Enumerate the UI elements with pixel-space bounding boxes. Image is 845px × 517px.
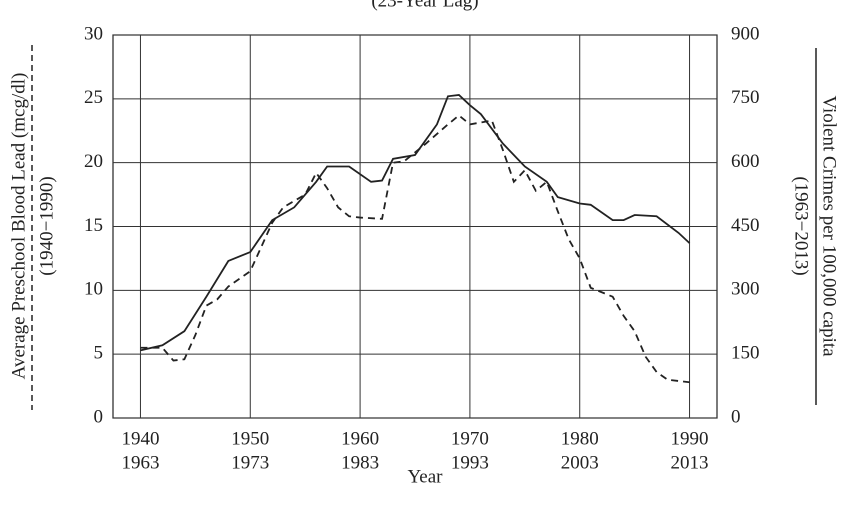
- x-tick-label: 1960: [341, 428, 379, 449]
- x-tick-label: 1970: [451, 428, 489, 449]
- x-tick-label: 1950: [231, 428, 269, 449]
- x2-tick-label: 2013: [671, 452, 709, 473]
- y-tick-label: 20: [84, 151, 103, 172]
- x2-tick-label: 2003: [561, 452, 599, 473]
- y-tick-label: 10: [84, 279, 103, 300]
- x-axis-label: Year: [407, 466, 443, 487]
- x2-tick-label: 1993: [451, 452, 489, 473]
- y-axis-sublabel: (1940−1990): [36, 176, 57, 275]
- y2-tick-label: 450: [731, 215, 760, 236]
- x-tick-label: 1990: [671, 428, 709, 449]
- y-tick-label: 5: [94, 343, 104, 364]
- x-tick-label: 1980: [561, 428, 599, 449]
- y2-axis-sublabel: (1963−2013): [791, 176, 812, 275]
- chart-title: (23-Year Lag): [371, 0, 478, 11]
- y2-tick-label: 0: [731, 406, 741, 427]
- y2-tick-label: 300: [731, 279, 760, 300]
- y-axis-label: Average Preschool Blood Lead (mcg/dl): [8, 73, 29, 380]
- y2-tick-label: 750: [731, 87, 760, 108]
- y2-axis-label: Violent Crimes per 100,000 capita: [819, 95, 840, 357]
- x2-tick-label: 1963: [121, 452, 159, 473]
- x2-tick-label: 1973: [231, 452, 269, 473]
- y2-tick-label: 600: [731, 151, 760, 172]
- series-line: [140, 94, 691, 352]
- x-tick-label: 1940: [121, 428, 159, 449]
- y-tick-label: 30: [84, 23, 103, 44]
- series-line: [140, 114, 690, 384]
- y-tick-label: 25: [84, 87, 103, 108]
- x2-tick-label: 1983: [341, 452, 379, 473]
- y-tick-label: 0: [94, 406, 104, 427]
- y2-tick-label: 150: [731, 343, 760, 364]
- y-tick-label: 15: [84, 215, 103, 236]
- y2-tick-label: 900: [731, 23, 760, 44]
